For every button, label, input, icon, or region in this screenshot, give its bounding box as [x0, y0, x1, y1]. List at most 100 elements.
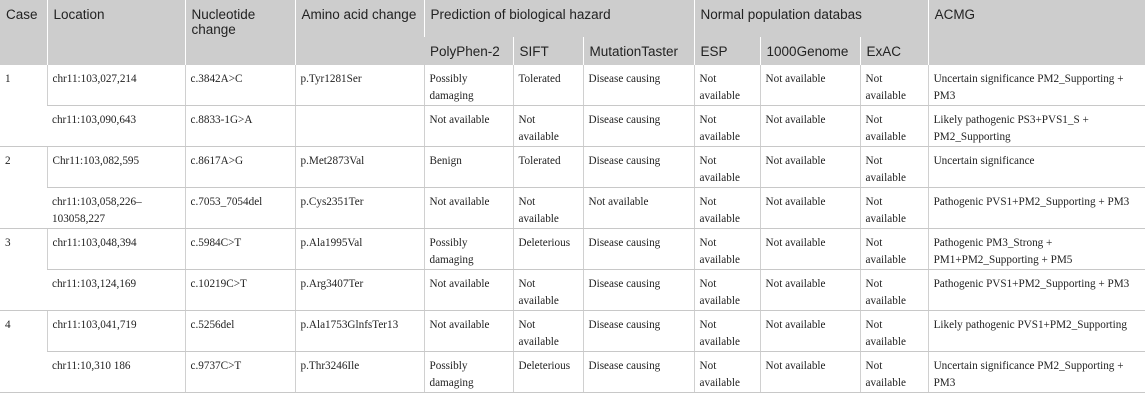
esp-cell: Not available — [693, 310, 761, 352]
case-cell: 3 — [0, 228, 47, 311]
header-sift: SIFT — [512, 37, 583, 65]
1000genome-cell: Not available — [759, 187, 861, 229]
polyphen-cell: Not available — [423, 187, 513, 229]
polyphen-cell: Not available — [423, 310, 513, 352]
amino-cell: p.Tyr1281Ser — [294, 65, 424, 106]
sift-cell: Tolerated — [512, 146, 583, 188]
nucleotide-cell: c.5984C>T — [184, 228, 295, 270]
exac-cell: Not available — [859, 351, 929, 393]
polyphen-cell: Not available — [423, 105, 513, 147]
esp-cell: Not available — [693, 228, 761, 270]
header-exac: ExAC — [859, 37, 929, 65]
location-cell: chr11:103,058,226–103058,227 — [47, 187, 185, 229]
acmg-cell: Uncertain significance PM2_Supporting + … — [927, 65, 1145, 106]
esp-cell: Not available — [693, 187, 761, 229]
exac-cell: Not available — [859, 65, 929, 106]
sift-cell: Not available — [512, 105, 583, 147]
table-row: 3 chr11:103,048,394 c.5984C>T p.Ala1995V… — [0, 228, 1145, 311]
case-cell: 1 — [0, 65, 47, 147]
location-cell: chr11:103,041,719 — [46, 310, 185, 352]
sift-cell: Not available — [512, 187, 583, 229]
location-cell: chr11:10,310 186 — [47, 351, 185, 393]
polyphen-cell: Possibly damaging — [423, 351, 513, 393]
amino-cell: p.Thr3246Ile — [294, 351, 424, 393]
nucleotide-cell: c.8833-1G>A — [184, 105, 295, 147]
esp-cell: Not available — [693, 269, 761, 311]
table-row: chr11:103,058,226–103058,227 c.7053_7054… — [0, 187, 1145, 229]
table-row: 1 chr11:103,027,214 c.3842A>C p.Tyr1281S… — [0, 65, 1145, 147]
nucleotide-cell: c.3842A>C — [184, 65, 295, 106]
exac-cell: Not available — [859, 187, 929, 229]
header-mutationtaster: MutationTaster — [582, 37, 695, 65]
amino-cell — [294, 105, 424, 147]
mutationtaster-cell: Disease causing — [582, 105, 695, 147]
esp-cell: Not available — [693, 146, 761, 188]
header-nucleotide: Nucleotide change — [184, 0, 295, 65]
1000genome-cell: Not available — [759, 65, 861, 106]
1000genome-cell: Not available — [759, 146, 861, 188]
amino-cell: p.Met2873Val — [294, 146, 424, 188]
mutationtaster-cell: Disease causing — [582, 351, 695, 393]
header-polyphen: PolyPhen-2 — [424, 37, 513, 65]
location-cell: Chr11:103,082,595 — [46, 146, 185, 188]
nucleotide-cell: c.9737C>T — [184, 351, 295, 393]
case-cell: 4 — [0, 310, 47, 393]
mutationtaster-cell: Disease causing — [582, 228, 695, 270]
acmg-cell: Likely pathogenic PS3+PVS1_S + PM2_Suppo… — [927, 105, 1145, 147]
polyphen-cell: Possibly damaging — [423, 65, 513, 106]
table-row: 2 Chr11:103,082,595 c.8617A>G p.Met2873V… — [0, 146, 1145, 229]
header-case: Case — [0, 0, 47, 65]
polyphen-cell: Possibly damaging — [423, 228, 513, 270]
header-amino: Amino acid change — [294, 0, 424, 65]
esp-cell: Not available — [693, 105, 761, 147]
amino-cell: p.Ala1995Val — [294, 228, 424, 270]
table-header: Case Location Nucleotide change Amino ac… — [0, 0, 1145, 65]
acmg-cell: Pathogenic PVS1+PM2_Supporting + PM3 — [927, 269, 1145, 311]
sift-cell: Deleterious — [512, 351, 583, 393]
exac-cell: Not available — [859, 105, 929, 147]
exac-cell: Not available — [859, 146, 929, 188]
variant-table: Case Location Nucleotide change Amino ac… — [0, 0, 1145, 393]
case-cell: 2 — [0, 146, 47, 229]
location-cell: chr11:103,124,169 — [47, 269, 185, 311]
esp-cell: Not available — [693, 351, 761, 393]
1000genome-cell: Not available — [759, 269, 861, 311]
mutationtaster-cell: Disease causing — [582, 310, 695, 352]
header-normal-population: Normal population databas — [693, 0, 929, 37]
esp-cell: Not available — [693, 65, 761, 106]
sift-cell: Not available — [512, 269, 583, 311]
1000genome-cell: Not available — [759, 351, 861, 393]
location-cell: chr11:103,048,394 — [46, 228, 185, 270]
header-esp: ESP — [693, 37, 761, 65]
table-row: chr11:103,090,643 c.8833-1G>A Not availa… — [0, 105, 1145, 147]
location-cell: chr11:103,027,214 — [46, 65, 185, 106]
amino-cell: p.Cys2351Ter — [294, 187, 424, 229]
amino-cell: p.Ala1753GlnfsTer13 — [294, 310, 424, 352]
nucleotide-cell: c.8617A>G — [184, 146, 295, 188]
sift-cell: Deleterious — [512, 228, 583, 270]
acmg-cell: Pathogenic PM3_Strong + PM1+PM2_Supporti… — [927, 228, 1145, 270]
exac-cell: Not available — [859, 228, 929, 270]
1000genome-cell: Not available — [759, 310, 861, 352]
mutationtaster-cell: Not available — [582, 187, 695, 229]
sift-cell: Not available — [512, 310, 583, 352]
mutationtaster-cell: Disease causing — [582, 146, 695, 188]
mutationtaster-cell: Disease causing — [582, 269, 695, 311]
header-1000genome: 1000Genome — [759, 37, 861, 65]
1000genome-cell: Not available — [759, 228, 861, 270]
1000genome-cell: Not available — [759, 105, 861, 147]
table-row: chr11:10,310 186 c.9737C>T p.Thr3246Ile … — [0, 351, 1145, 393]
acmg-cell: Pathogenic PVS1+PM2_Supporting + PM3 — [927, 187, 1145, 229]
table-body: 1 chr11:103,027,214 c.3842A>C p.Tyr1281S… — [0, 65, 1145, 393]
header-acmg: ACMG — [927, 0, 1145, 65]
table-row: chr11:103,124,169 c.10219C>T p.Arg3407Te… — [0, 269, 1145, 311]
nucleotide-cell: c.10219C>T — [184, 269, 295, 311]
location-cell: chr11:103,090,643 — [47, 105, 185, 147]
mutationtaster-cell: Disease causing — [582, 65, 695, 106]
polyphen-cell: Not available — [423, 269, 513, 311]
nucleotide-cell: c.7053_7054del — [184, 187, 295, 229]
acmg-cell: Likely pathogenic PVS1+PM2_Supporting — [927, 310, 1145, 352]
amino-cell: p.Arg3407Ter — [294, 269, 424, 311]
acmg-cell: Uncertain significance PM2_Supporting + … — [927, 351, 1145, 393]
header-prediction: Prediction of biological hazard — [423, 0, 695, 37]
